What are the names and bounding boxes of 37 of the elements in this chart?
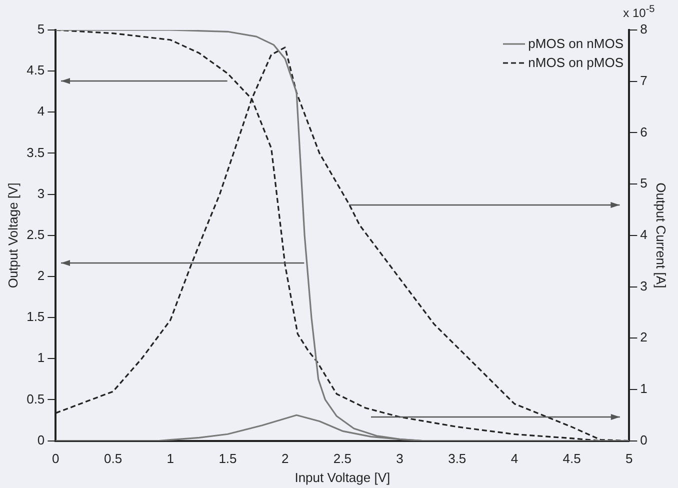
- x-tick-label: 2: [281, 451, 289, 466]
- x-tick-label: 3: [396, 451, 404, 466]
- x-tick-label: 5: [626, 451, 633, 466]
- legend-label: nMOS on pMOS: [528, 55, 624, 70]
- x-tick-label: 0.5: [104, 451, 122, 466]
- x-tick-label: 4: [510, 451, 518, 466]
- y-axis-title: Output Voltage [V]: [5, 182, 20, 288]
- x-tick-label: 1.5: [218, 451, 237, 466]
- y-tick-label: 0.5: [26, 391, 45, 406]
- y-tick-label: 2: [37, 268, 45, 284]
- text: x 10$^{-5}$: [623, 3, 655, 21]
- y-tick-label: 4.5: [26, 62, 45, 78]
- y-tick-label: 2.5: [26, 226, 45, 242]
- x-axis-title: Input Voltage [V]: [294, 470, 390, 485]
- y2-tick-label: 1: [640, 381, 648, 396]
- x-tick-label: 1: [166, 451, 174, 466]
- y-tick-label: 4: [37, 104, 45, 119]
- y2-tick-label: 7: [640, 72, 648, 88]
- y2-tick-label: 4: [640, 226, 648, 242]
- y2-tick-label: 6: [640, 124, 648, 140]
- x-tick-label: 0: [52, 451, 60, 466]
- y2-tick-label: 3: [640, 278, 648, 294]
- y-tick-label: 1: [37, 350, 45, 366]
- x-tick-label: 2.5: [333, 451, 352, 466]
- y-tick-label: 3: [37, 186, 45, 201]
- y2-tick-label: 0: [640, 432, 648, 448]
- y2-tick-label: 5: [640, 176, 648, 191]
- x-tick-label: 3.5: [448, 451, 466, 466]
- y-tick-label: 5: [37, 22, 45, 37]
- x-tick-label: 4.5: [562, 451, 581, 466]
- y-tick-label: 0: [37, 432, 45, 448]
- y-tick-label: 1.5: [26, 309, 45, 324]
- legend-label: pMOS on nMOS: [528, 36, 624, 51]
- y2-tick-label: 2: [640, 330, 648, 345]
- y2-tick-label: 8: [640, 22, 648, 37]
- y-tick-label: 3.5: [26, 144, 45, 160]
- y2-axis-title: Output Current [A]: [654, 182, 669, 288]
